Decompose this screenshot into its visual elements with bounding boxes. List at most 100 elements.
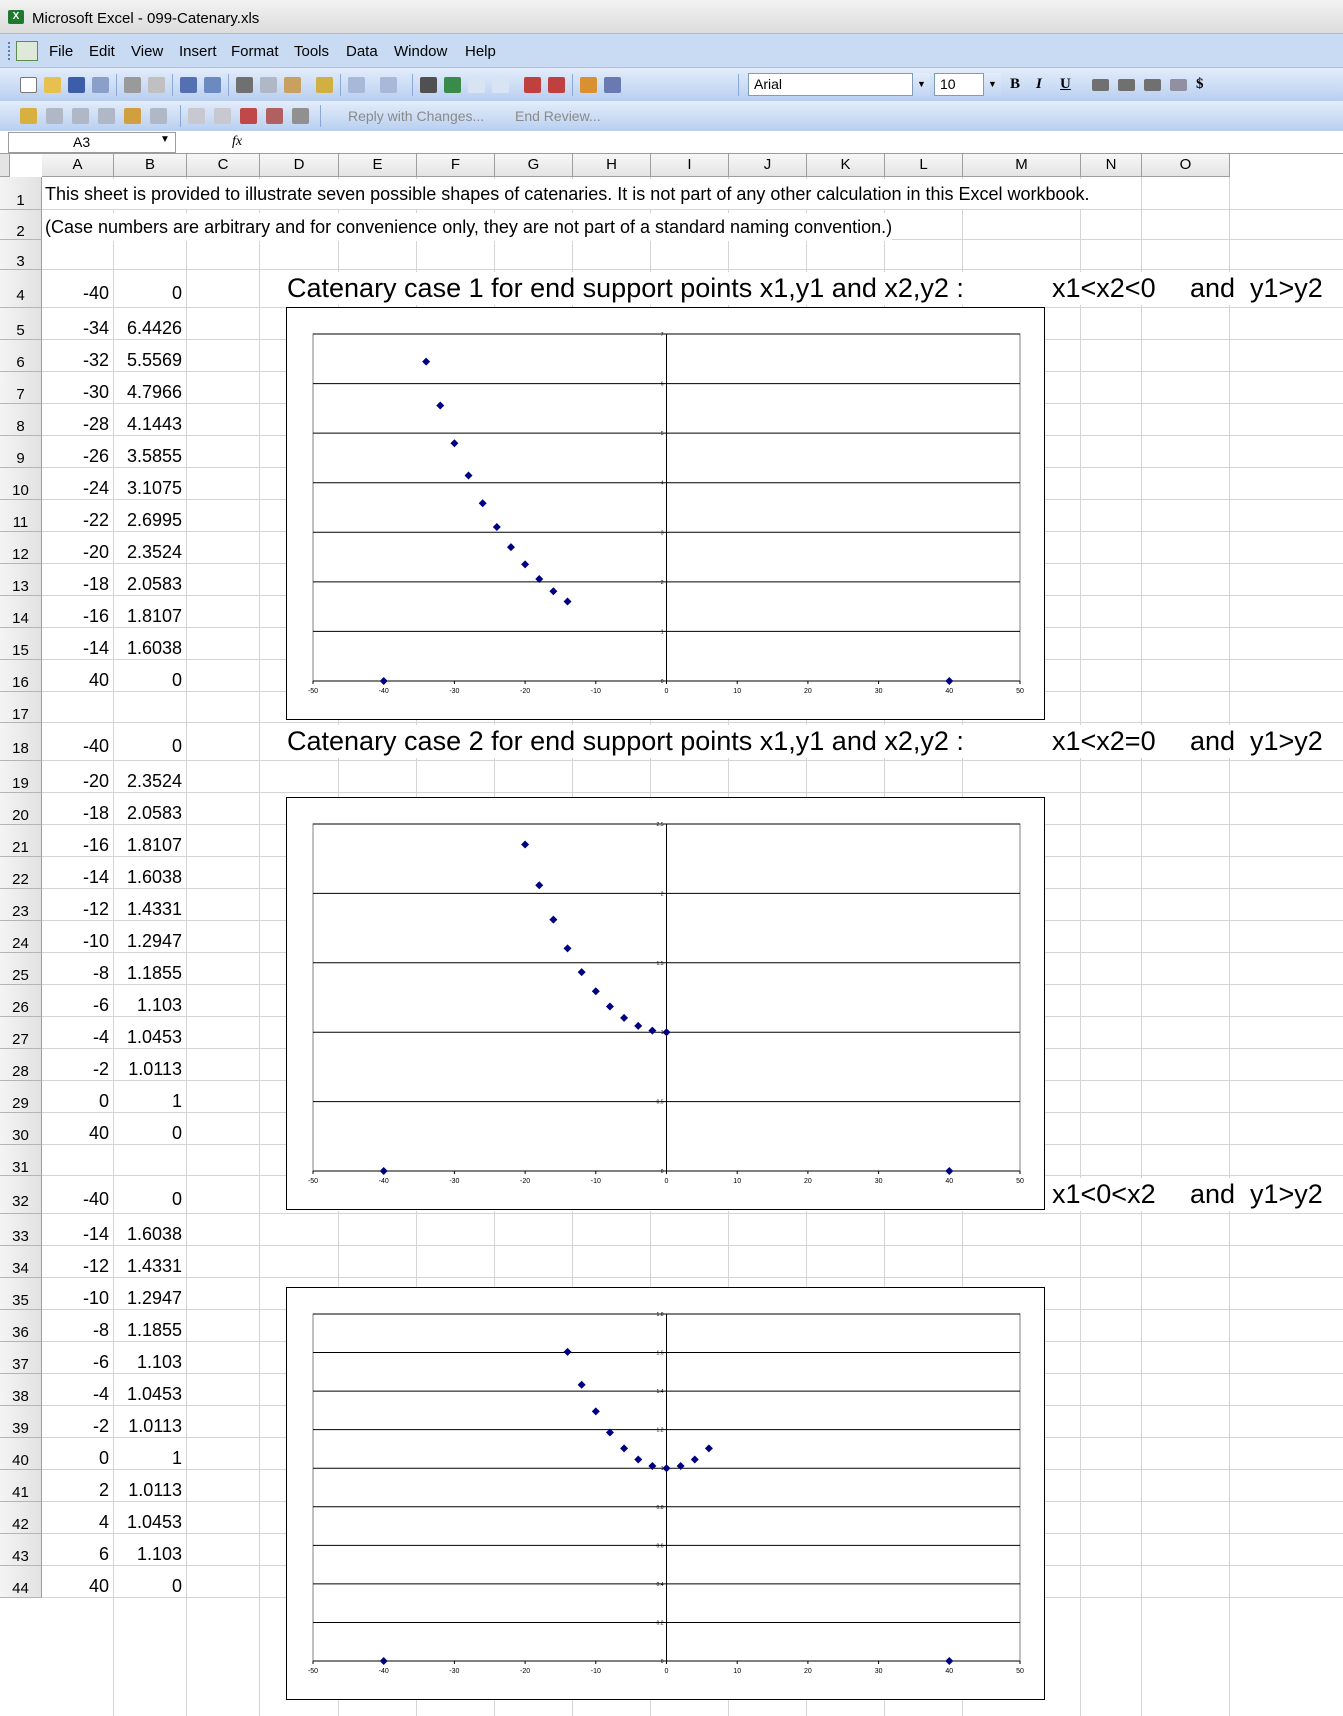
autosum-icon[interactable] xyxy=(492,77,509,93)
row-header[interactable]: 38 xyxy=(0,1374,42,1406)
align-center-icon[interactable] xyxy=(1118,79,1135,91)
row-header[interactable]: 37 xyxy=(0,1342,42,1374)
row-header[interactable]: 27 xyxy=(0,1017,42,1049)
row-header[interactable]: 22 xyxy=(0,857,42,889)
row-header[interactable]: 5 xyxy=(0,308,42,340)
font-name-dropdown[interactable]: ▼ xyxy=(913,73,930,96)
menu-edit[interactable]: Edit xyxy=(89,43,115,60)
row-header[interactable]: 26 xyxy=(0,985,42,1017)
undo-icon[interactable] xyxy=(348,77,365,93)
merge-center-icon[interactable] xyxy=(1170,79,1187,91)
row-header[interactable]: 18 xyxy=(0,723,42,761)
row-header[interactable]: 17 xyxy=(0,692,42,723)
font-size-dropdown[interactable]: ▼ xyxy=(984,73,1001,96)
row-header[interactable]: 36 xyxy=(0,1310,42,1342)
row-header[interactable]: 32 xyxy=(0,1176,42,1214)
column-header-c[interactable]: C xyxy=(187,154,260,177)
chevron-down-icon[interactable]: ▼ xyxy=(160,134,170,145)
menu-file[interactable]: File xyxy=(49,43,74,60)
paste-icon[interactable] xyxy=(284,77,301,93)
column-header-i[interactable]: I xyxy=(651,154,729,177)
name-box[interactable]: A3 xyxy=(8,132,176,153)
column-header-d[interactable]: D xyxy=(260,154,339,177)
column-header-m[interactable]: M xyxy=(963,154,1081,177)
row-header[interactable]: 10 xyxy=(0,468,42,500)
column-header-k[interactable]: K xyxy=(807,154,885,177)
row-header[interactable]: 39 xyxy=(0,1406,42,1438)
column-header-b[interactable]: B xyxy=(114,154,187,177)
sort-ascending-icon[interactable] xyxy=(524,77,541,93)
insert-function-icon[interactable]: fx xyxy=(232,134,243,149)
function-icon[interactable] xyxy=(468,77,485,93)
review-icon[interactable] xyxy=(150,108,167,124)
row-header[interactable]: 33 xyxy=(0,1214,42,1246)
column-header-j[interactable]: J xyxy=(729,154,807,177)
save-icon[interactable] xyxy=(68,77,85,93)
column-header-h[interactable]: H xyxy=(573,154,651,177)
column-header-a[interactable]: A xyxy=(42,154,114,177)
align-right-icon[interactable] xyxy=(1144,79,1161,91)
review-icon[interactable] xyxy=(46,108,63,124)
review-icon[interactable] xyxy=(214,108,231,124)
redo-icon[interactable] xyxy=(380,77,397,93)
menu-format[interactable]: Format xyxy=(231,43,279,60)
row-header[interactable]: 12 xyxy=(0,532,42,564)
open-icon[interactable] xyxy=(44,77,61,93)
menu-tools[interactable]: Tools xyxy=(294,43,330,60)
review-icon[interactable] xyxy=(292,108,309,124)
spelling-icon[interactable] xyxy=(180,77,197,93)
folder-icon[interactable] xyxy=(20,108,37,124)
chart-wizard-icon[interactable] xyxy=(580,77,597,93)
cell-area[interactable]: This sheet is provided to illustrate sev… xyxy=(42,177,1343,1716)
format-painter-icon[interactable] xyxy=(316,77,333,93)
row-header[interactable]: 2 xyxy=(0,210,42,240)
row-header[interactable]: 11 xyxy=(0,500,42,532)
row-header[interactable]: 7 xyxy=(0,372,42,404)
row-header[interactable]: 31 xyxy=(0,1145,42,1176)
review-icon[interactable] xyxy=(72,108,89,124)
permission-icon[interactable] xyxy=(92,77,109,93)
row-header[interactable]: 19 xyxy=(0,761,42,793)
find-icon[interactable] xyxy=(420,77,437,93)
scatter-chart[interactable]: 0 1 2 3 4 5 6 7 -50 -40 -30 -20 -10 0 10 20 30 40 50 xyxy=(286,307,1045,720)
row-header[interactable]: 9 xyxy=(0,436,42,468)
row-header[interactable]: 21 xyxy=(0,825,42,857)
column-header-o[interactable]: O xyxy=(1142,154,1230,177)
row-header[interactable]: 1 xyxy=(0,177,42,210)
align-left-icon[interactable] xyxy=(1092,79,1109,91)
workbook-icon[interactable] xyxy=(16,41,38,61)
row-header[interactable]: 24 xyxy=(0,921,42,953)
column-header-n[interactable]: N xyxy=(1081,154,1142,177)
column-header-g[interactable]: G xyxy=(495,154,573,177)
print-icon[interactable] xyxy=(124,77,141,93)
menu-grip-icon[interactable] xyxy=(8,42,11,60)
review-icon[interactable] xyxy=(266,108,283,124)
row-header[interactable]: 20 xyxy=(0,793,42,825)
italic-button[interactable]: I xyxy=(1036,76,1042,92)
formula-input[interactable] xyxy=(252,132,1343,153)
font-name-field[interactable]: Arial xyxy=(748,73,913,96)
sort-descending-icon[interactable] xyxy=(548,77,565,93)
row-header[interactable]: 4 xyxy=(0,270,42,308)
row-header[interactable]: 16 xyxy=(0,660,42,692)
row-header[interactable]: 28 xyxy=(0,1049,42,1081)
row-header[interactable]: 30 xyxy=(0,1113,42,1145)
row-header[interactable]: 15 xyxy=(0,628,42,660)
drawing-icon[interactable] xyxy=(604,77,621,93)
row-header[interactable]: 35 xyxy=(0,1278,42,1310)
menu-data[interactable]: Data xyxy=(346,43,378,60)
row-header[interactable]: 25 xyxy=(0,953,42,985)
menu-insert[interactable]: Insert xyxy=(179,43,217,60)
row-header[interactable]: 23 xyxy=(0,889,42,921)
end-review-button[interactable]: End Review... xyxy=(515,108,601,124)
new-icon[interactable] xyxy=(20,77,37,93)
row-header[interactable]: 41 xyxy=(0,1470,42,1502)
menu-window[interactable]: Window xyxy=(394,43,448,60)
row-header[interactable]: 3 xyxy=(0,240,42,270)
research-icon[interactable] xyxy=(204,77,221,93)
row-header[interactable]: 42 xyxy=(0,1502,42,1534)
menu-help[interactable]: Help xyxy=(465,43,496,60)
column-header-l[interactable]: L xyxy=(885,154,963,177)
column-header-e[interactable]: E xyxy=(339,154,417,177)
row-header[interactable]: 34 xyxy=(0,1246,42,1278)
